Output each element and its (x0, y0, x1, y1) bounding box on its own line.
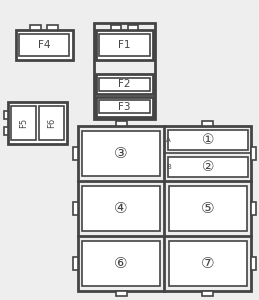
Bar (169, 186, 247, 231)
Text: ④: ④ (114, 201, 128, 216)
Text: B: B (166, 164, 171, 170)
Bar (128, 25, 138, 30)
Bar (19, 34, 69, 56)
Bar (96, 74, 153, 94)
Bar (99, 34, 150, 56)
Text: ①: ① (202, 133, 214, 147)
Bar (78, 126, 251, 291)
Text: F4: F4 (38, 40, 50, 50)
Bar (30, 25, 41, 30)
Bar (116, 291, 127, 296)
Bar (99, 100, 150, 113)
Bar (96, 30, 153, 60)
Bar (116, 121, 127, 126)
Text: ⑦: ⑦ (201, 256, 215, 271)
Text: ③: ③ (114, 146, 128, 161)
Bar (11, 106, 36, 140)
Text: ②: ② (202, 160, 214, 174)
Text: F6: F6 (47, 118, 56, 128)
Bar (251, 202, 256, 215)
Bar (251, 257, 256, 270)
Bar (94, 23, 155, 118)
Bar (169, 242, 247, 286)
Bar (8, 102, 67, 144)
Text: ⑥: ⑥ (114, 256, 128, 271)
Bar (99, 78, 150, 91)
Bar (39, 106, 64, 140)
Bar (96, 97, 153, 117)
Bar (4, 127, 8, 135)
Text: ⑤: ⑤ (201, 201, 215, 216)
Bar (73, 257, 78, 270)
Text: F5: F5 (19, 118, 28, 128)
Bar (111, 25, 121, 30)
Text: A: A (166, 137, 171, 143)
Bar (47, 25, 58, 30)
Bar (16, 30, 73, 60)
Bar (82, 131, 160, 176)
Bar (203, 291, 213, 296)
Bar (73, 147, 78, 160)
Bar (168, 157, 248, 177)
Bar (82, 186, 160, 231)
Bar (4, 111, 8, 119)
Bar (203, 121, 213, 126)
Bar (251, 147, 256, 160)
Text: F2: F2 (118, 79, 131, 89)
Bar (73, 202, 78, 215)
Text: F1: F1 (118, 40, 131, 50)
Bar (168, 130, 248, 150)
Bar (82, 242, 160, 286)
Text: F3: F3 (118, 102, 131, 112)
